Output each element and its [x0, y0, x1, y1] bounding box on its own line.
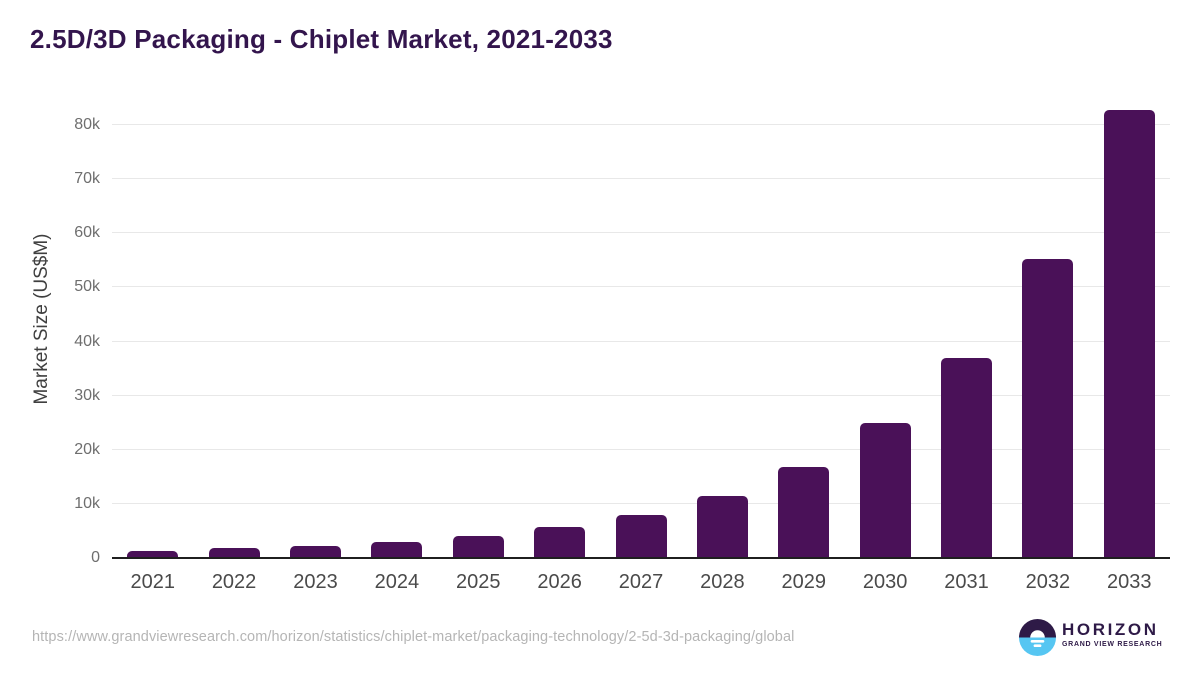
logo-text-block: HORIZON GRAND VIEW RESEARCH [1062, 621, 1162, 648]
bar-2028 [696, 495, 748, 557]
bar-2023 [289, 546, 341, 557]
gridline-50k [112, 286, 1170, 288]
bar-2031 [941, 357, 993, 557]
gridline-70k [112, 178, 1170, 180]
source-url: https://www.grandviewresearch.com/horizo… [32, 629, 795, 645]
logo-subbrand: GRAND VIEW RESEARCH [1062, 641, 1163, 648]
sun-over-horizon-icon [1018, 618, 1057, 657]
bar-2027 [615, 515, 667, 557]
bar-2032 [1022, 259, 1074, 557]
gridline-40k [112, 340, 1170, 342]
x-tick-label-2030: 2030 [862, 571, 908, 593]
x-tick-label-2029: 2029 [781, 571, 827, 593]
y-tick-label-10k: 10k [74, 494, 100, 512]
bar-2026 [534, 526, 586, 557]
bar-2030 [859, 423, 911, 557]
gridline-10k [112, 502, 1170, 504]
x-tick-label-2031: 2031 [944, 571, 989, 593]
gridline-60k [112, 232, 1170, 234]
gridline-30k [112, 394, 1170, 396]
x-tick-label-2032: 2032 [1025, 571, 1071, 593]
bar-2022 [208, 547, 260, 557]
x-tick-label-2027: 2027 [618, 571, 664, 593]
x-tick-label-2022: 2022 [211, 571, 257, 593]
gridline-80k [112, 124, 1170, 125]
y-tick-label-0: 0 [91, 549, 100, 566]
y-tick-label-30k: 30k [74, 386, 100, 404]
gridline-20k [112, 448, 1170, 450]
x-tick-label-2026: 2026 [537, 571, 582, 593]
bar-2029 [778, 467, 830, 557]
horizon-logo: HORIZON GRAND VIEW RESEARCH [1018, 618, 1178, 658]
y-tick-label-70k: 70k [74, 170, 100, 188]
x-tick-label-2023: 2023 [293, 571, 338, 593]
x-tick-label-2021: 2021 [130, 571, 175, 593]
y-axis-title: Market Size (US$M) [31, 233, 52, 405]
bar-2024 [371, 542, 423, 557]
y-tick-label-40k: 40k [74, 332, 100, 350]
y-tick-label-80k: 80k [74, 116, 100, 133]
bar-2021 [127, 550, 179, 557]
plot-area: 0 10k 20k 30k 40k 50k 60k 70k 80k 2021 2022 2023 202… [74, 110, 1170, 593]
x-tick-label-2025: 2025 [455, 571, 501, 593]
x-tick-label-2028: 2028 [700, 571, 745, 593]
bar-2033 [1103, 110, 1155, 557]
x-tick-label-2033: 2033 [1107, 571, 1152, 593]
y-tick-label-20k: 20k [74, 440, 100, 458]
x-tick-label-2024: 2024 [374, 571, 420, 593]
bar-2025 [452, 536, 504, 557]
y-tick-label-50k: 50k [74, 278, 100, 296]
x-axis-line [112, 557, 1170, 559]
y-tick-label-60k: 60k [74, 224, 100, 242]
logo-brand: HORIZON [1062, 620, 1159, 639]
chart-title: 2.5D/3D Packaging - Chiplet Market, 2021… [30, 24, 613, 54]
